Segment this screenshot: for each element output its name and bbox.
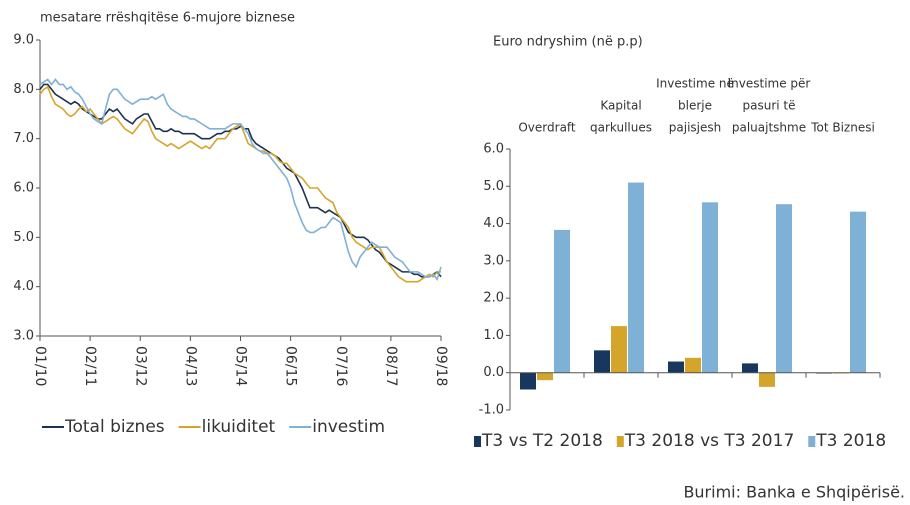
bar (742, 363, 758, 373)
bar (611, 326, 627, 373)
bar (668, 361, 684, 373)
legend-label: investim (312, 417, 385, 437)
line-series (39, 78, 442, 281)
line-series (39, 83, 442, 278)
legend-label: T3 2018 (815, 431, 886, 451)
chart-title: mesatare rrëshqitëse 6-mujore biznese (40, 11, 295, 26)
x-tick-label: 05/14 (233, 346, 249, 386)
y-tick-label: 2.0 (483, 291, 504, 306)
y-tick-label: 7.0 (13, 131, 34, 146)
category-label: Investime për (728, 77, 811, 91)
y-tick-label: -1.0 (479, 403, 504, 418)
bar (685, 357, 701, 373)
legend-label: Total biznes (64, 417, 165, 437)
x-tick-label: 01/10 (32, 346, 48, 386)
bar (594, 350, 610, 373)
category-label: Tot Biznesi (810, 121, 875, 135)
category-label: Overdraft (518, 121, 576, 135)
bar (702, 202, 718, 373)
category-label: Investime në (656, 77, 734, 91)
y-tick-label: 3.0 (483, 253, 504, 268)
bar (554, 229, 570, 373)
y-axis-label: Euro ndryshim (në p.p) (493, 35, 643, 50)
y-tick-label: 0.0 (483, 365, 504, 380)
x-tick-label: 07/16 (333, 346, 349, 386)
x-tick-label: 03/12 (132, 346, 148, 386)
source: Burimi: Banka e Shqipërisë. (683, 483, 905, 502)
category-label: pasuri të (743, 99, 796, 113)
category-label: pajisjesh (669, 121, 721, 135)
line-series (39, 85, 441, 283)
category-label: paluajtshme (732, 121, 806, 135)
y-tick-label: 1.0 (483, 328, 504, 343)
x-tick-label: 08/17 (383, 346, 399, 386)
legend-swatch (616, 436, 624, 447)
legend-label: T3 2018 vs T3 2017 (624, 431, 794, 451)
legend-swatch (474, 436, 481, 447)
y-tick-label: 8.0 (13, 82, 34, 97)
y-tick-label: 6.0 (483, 142, 504, 157)
category-label: qarkullues (590, 121, 652, 135)
bar (520, 372, 536, 390)
y-tick-label: 5.0 (13, 230, 34, 245)
y-tick-label: 6.0 (13, 181, 34, 196)
bar (776, 204, 792, 373)
y-tick-label: 5.0 (483, 179, 504, 194)
x-tick-label: 04/13 (182, 346, 198, 386)
bar (759, 372, 775, 387)
category-label: blerje (678, 99, 712, 113)
x-tick-label: 06/15 (283, 346, 299, 386)
bar (628, 182, 644, 373)
legend-swatch (808, 436, 816, 447)
x-tick-label: 02/11 (82, 346, 98, 386)
bar (537, 372, 553, 381)
legend-label: likuiditet (202, 417, 276, 437)
x-tick-label: 09/18 (433, 346, 449, 386)
y-tick-label: 4.0 (483, 216, 504, 231)
bar (850, 211, 866, 373)
y-tick-label: 3.0 (13, 329, 34, 344)
category-label: Kapital (600, 99, 641, 113)
y-tick-label: 9.0 (13, 33, 34, 48)
y-tick-label: 4.0 (13, 279, 34, 294)
legend-label: T3 vs T2 2018 (481, 431, 603, 451)
